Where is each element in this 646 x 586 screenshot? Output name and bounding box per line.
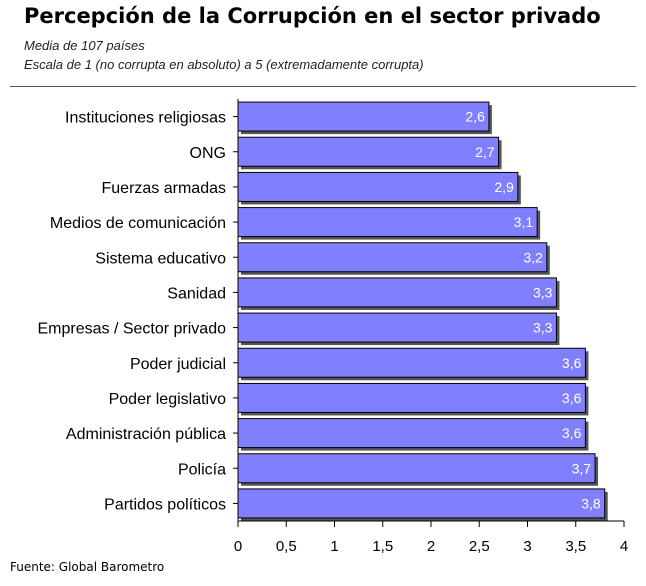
bar-value-label: 3,1 xyxy=(514,214,534,230)
bar xyxy=(237,242,548,273)
bar-value-label: 3,6 xyxy=(562,425,582,441)
bar xyxy=(237,171,519,202)
bar-value-label: 2,7 xyxy=(475,144,495,160)
chart-subtitle-sample: Media de 107 países xyxy=(24,38,145,53)
category-label: Policía xyxy=(178,461,226,478)
category-label: Sistema educativo xyxy=(95,250,226,267)
category-label: Instituciones religiosas xyxy=(65,110,226,127)
bar xyxy=(237,312,557,343)
x-tick-label: 1 xyxy=(330,538,338,555)
bar xyxy=(237,453,596,484)
bar xyxy=(237,207,538,238)
bar xyxy=(237,418,586,449)
bar xyxy=(237,488,606,519)
category-label: Poder judicial xyxy=(130,356,226,373)
x-tick-label: 0 xyxy=(234,538,242,555)
bar-value-label: 3,6 xyxy=(562,390,582,406)
bar-value-label: 3,6 xyxy=(562,355,582,371)
category-label: ONG xyxy=(190,145,226,162)
bar-value-label: 3,2 xyxy=(523,249,543,265)
bar-value-label: 2,6 xyxy=(465,109,485,125)
category-label: Sanidad xyxy=(167,285,226,302)
bar-value-label: 3,3 xyxy=(533,284,553,300)
bar-value-label: 3,3 xyxy=(533,320,553,336)
chart-subtitle-scale: Escala de 1 (no corrupta en absoluto) a … xyxy=(24,57,424,72)
category-label: Administración pública xyxy=(66,426,226,443)
category-label: Fuerzas armadas xyxy=(102,180,227,197)
category-label: Poder legislativo xyxy=(109,391,227,408)
x-tick-label: 3,5 xyxy=(565,538,586,555)
category-label: Medios de comunicación xyxy=(50,215,226,232)
x-tick-label: 3 xyxy=(523,538,531,555)
source-note: Fuente: Global Barometro xyxy=(10,560,165,574)
category-label: Partidos políticos xyxy=(104,496,226,513)
x-tick-label: 4 xyxy=(620,538,628,555)
category-label: Empresas / Sector privado xyxy=(37,321,226,338)
bar xyxy=(237,382,586,413)
bar xyxy=(237,347,586,378)
bar-value-label: 3,7 xyxy=(572,460,592,476)
x-tick-label: 1,5 xyxy=(372,538,393,555)
bar xyxy=(237,277,557,308)
bar-value-label: 3,8 xyxy=(581,495,601,511)
bar xyxy=(237,136,500,167)
x-tick-label: 2,5 xyxy=(469,538,490,555)
bar xyxy=(237,101,490,132)
header-divider xyxy=(10,86,636,87)
chart-title: Percepción de la Corrupción en el sector… xyxy=(24,4,601,28)
x-tick-label: 2 xyxy=(427,538,435,555)
x-tick-label: 0,5 xyxy=(276,538,297,555)
bar-value-label: 2,9 xyxy=(494,179,514,195)
